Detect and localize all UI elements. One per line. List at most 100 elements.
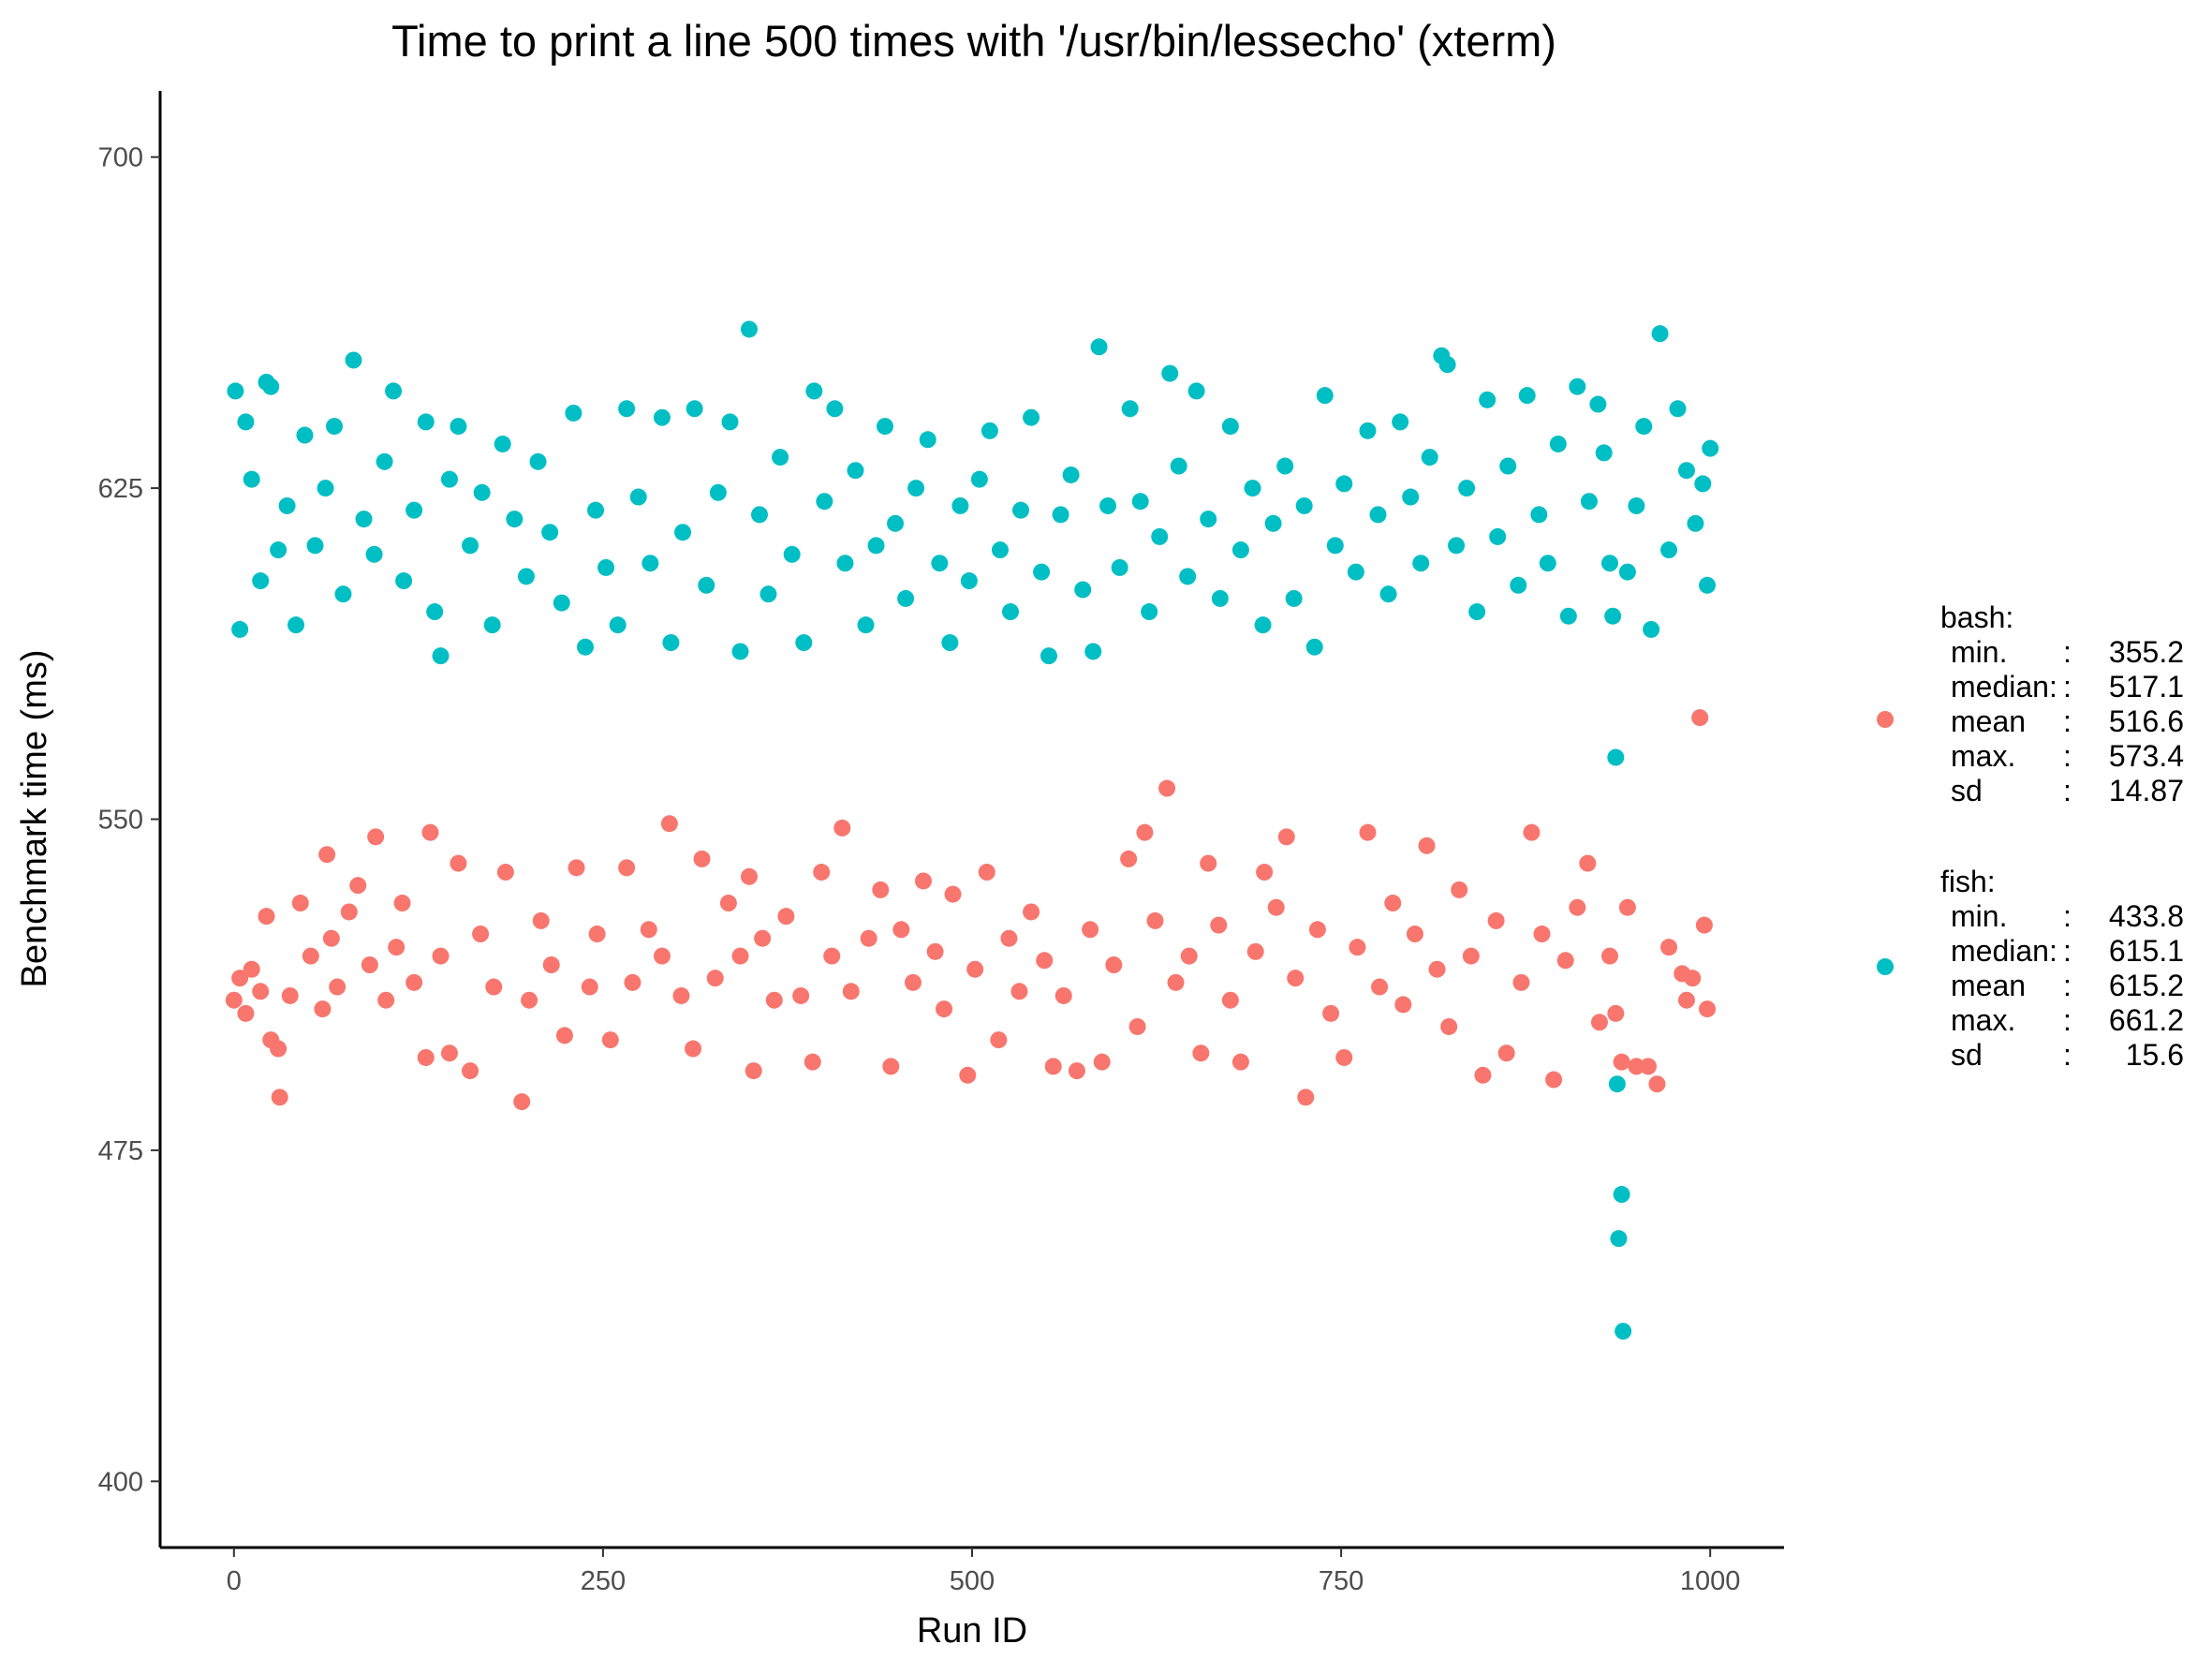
fish-point <box>1359 422 1377 439</box>
bash-point <box>792 986 810 1004</box>
bash-point <box>1167 973 1185 991</box>
fish-point <box>529 452 547 470</box>
bash-point <box>1010 983 1028 1000</box>
fish-point <box>653 408 671 426</box>
bash-point <box>1487 911 1505 929</box>
chart-title: Time to print a line 500 times with '/us… <box>391 16 1556 66</box>
fish-point <box>1295 496 1313 514</box>
bash-point <box>624 973 641 991</box>
bash-point <box>1105 956 1123 973</box>
y-tick-label: 400 <box>98 1467 143 1497</box>
fish-point <box>1131 493 1149 511</box>
bash-point <box>237 1004 255 1022</box>
fish-point <box>1421 449 1438 467</box>
bash-point <box>745 1062 762 1080</box>
bash-point <box>1440 1017 1458 1035</box>
bash-point <box>1648 1075 1666 1093</box>
bash-point <box>740 867 758 885</box>
fish-point <box>385 382 403 400</box>
fish-point <box>473 483 491 501</box>
bash-point <box>1618 898 1636 916</box>
fish-point <box>432 647 450 665</box>
fish-point <box>1669 400 1687 418</box>
fish-point <box>1347 563 1364 581</box>
bash-point <box>485 978 503 996</box>
x-tick-label: 750 <box>1319 1566 1364 1596</box>
fish-point <box>907 480 925 497</box>
fish-legend-stat-label: max. <box>1951 1003 2015 1037</box>
fish-point <box>1170 457 1187 475</box>
fish-point <box>1326 537 1344 555</box>
fish-point <box>553 594 570 612</box>
bash-point <box>1068 1062 1085 1080</box>
fish-point <box>1607 748 1625 766</box>
fish-point <box>1062 466 1080 483</box>
bash-legend-stat-value: 516.6 <box>2109 704 2184 738</box>
fish-legend-stat-colon: : <box>2063 934 2072 968</box>
fish-point <box>1643 620 1660 638</box>
fish-point <box>483 616 501 634</box>
fish-point <box>1402 488 1420 506</box>
fish-point <box>1211 589 1229 607</box>
fish-point <box>847 462 864 480</box>
fish-point <box>1040 647 1057 665</box>
fish-point <box>1608 1075 1626 1093</box>
bash-point <box>1023 903 1040 921</box>
fish-point <box>1468 603 1486 621</box>
fish-point <box>1613 1186 1630 1204</box>
fish-point <box>1023 408 1040 426</box>
bash-point <box>314 1000 332 1018</box>
bash-point <box>1359 823 1377 841</box>
bash-point <box>271 1089 288 1106</box>
fish-point <box>1510 576 1527 594</box>
fish-legend-stat-value: 433.8 <box>2109 899 2184 933</box>
bash-legend-title: bash: <box>1940 600 2013 634</box>
bash-point <box>1322 1004 1340 1022</box>
fish-point <box>1618 563 1636 581</box>
bash-point <box>1628 1058 1645 1075</box>
bash-point <box>914 872 932 890</box>
fish-point <box>876 418 893 436</box>
fish-point <box>355 511 373 528</box>
fish-point <box>674 524 692 541</box>
fish-point <box>887 514 905 532</box>
bash-point <box>322 929 340 947</box>
bash-point <box>754 929 772 947</box>
bash-point <box>1394 996 1412 1014</box>
fish-point <box>376 452 393 470</box>
bash-legend-stat-colon: : <box>2063 704 2072 738</box>
fish-point <box>826 400 844 418</box>
fish-point <box>951 496 969 514</box>
bash-point <box>892 921 910 939</box>
bash-point <box>833 819 851 837</box>
bash-point <box>1545 1071 1563 1089</box>
bash-legend-stat-colon: : <box>2063 774 2072 807</box>
bash-point <box>1128 1017 1146 1035</box>
fish-point <box>1615 1323 1632 1341</box>
fish-point <box>1074 581 1092 599</box>
bash-point <box>1200 854 1217 872</box>
fish-point <box>462 537 479 555</box>
fish-point <box>1660 541 1678 559</box>
fish-point <box>1539 555 1556 572</box>
bash-point <box>640 921 657 939</box>
fish-point <box>1635 418 1653 436</box>
fish-point <box>426 603 444 621</box>
fish-legend-stat-label: median: <box>1951 934 2057 968</box>
bash-point <box>966 960 984 978</box>
fish-point <box>1699 576 1717 594</box>
bash-point <box>421 823 439 841</box>
fish-point <box>941 634 959 652</box>
fish-point <box>641 555 659 572</box>
bash-point <box>542 956 560 973</box>
bash-point <box>340 903 358 921</box>
y-axis-ticks: 400 475 550 625 700 <box>98 143 160 1497</box>
bash-legend-stat-colon: : <box>2063 670 2072 704</box>
bash-point <box>1146 911 1164 929</box>
fish-point <box>1001 603 1019 621</box>
fish-point <box>1285 589 1303 607</box>
bash-point <box>1221 991 1239 1009</box>
x-tick-label: 250 <box>581 1566 626 1596</box>
bash-legend-stat-value: 573.4 <box>2109 739 2184 773</box>
